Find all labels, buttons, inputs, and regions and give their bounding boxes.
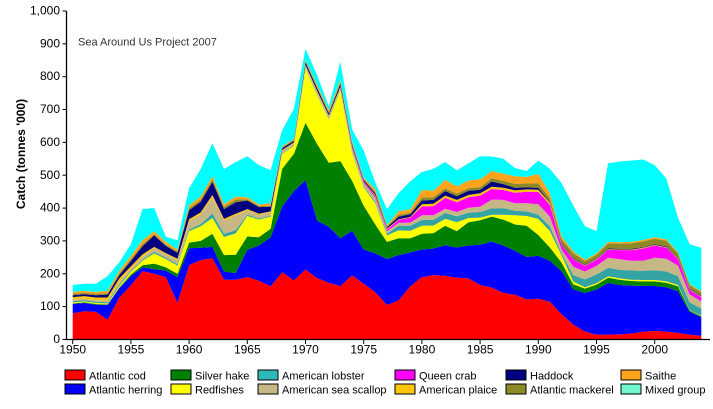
svg-text:0: 0 (53, 332, 60, 346)
svg-text:American sea scallop: American sea scallop (282, 384, 387, 396)
svg-text:2000: 2000 (641, 343, 668, 357)
svg-text:1985: 1985 (467, 343, 494, 357)
svg-text:American lobster: American lobster (282, 370, 365, 382)
svg-text:100: 100 (40, 299, 60, 313)
svg-text:1,000: 1,000 (30, 4, 60, 18)
svg-text:1950: 1950 (59, 343, 86, 357)
svg-text:300: 300 (40, 233, 60, 247)
svg-text:400: 400 (40, 201, 60, 215)
svg-text:900: 900 (40, 36, 60, 50)
svg-text:Catch (tonnes '000): Catch (tonnes '000) (14, 99, 28, 209)
svg-text:500: 500 (40, 168, 60, 182)
svg-text:1980: 1980 (409, 343, 436, 357)
svg-text:Redfishes: Redfishes (195, 384, 244, 396)
svg-text:Saithe: Saithe (645, 370, 676, 382)
svg-text:1975: 1975 (350, 343, 377, 357)
svg-text:1955: 1955 (118, 343, 145, 357)
svg-text:Silver hake: Silver hake (195, 370, 249, 382)
svg-text:Atlantic mackerel: Atlantic mackerel (530, 384, 614, 396)
svg-text:1970: 1970 (292, 343, 319, 357)
svg-text:Mixed group: Mixed group (645, 384, 706, 396)
svg-text:American plaice: American plaice (419, 384, 497, 396)
svg-text:1960: 1960 (176, 343, 203, 357)
svg-text:600: 600 (40, 135, 60, 149)
svg-text:Sea Around Us Project 2007: Sea Around Us Project 2007 (78, 37, 217, 49)
svg-text:700: 700 (40, 102, 60, 116)
svg-text:1965: 1965 (234, 343, 261, 357)
svg-text:Queen crab: Queen crab (419, 370, 476, 382)
svg-text:1995: 1995 (583, 343, 610, 357)
svg-text:Atlantic herring: Atlantic herring (89, 384, 162, 396)
svg-text:200: 200 (40, 266, 60, 280)
svg-text:Atlantic cod: Atlantic cod (89, 370, 146, 382)
svg-text:800: 800 (40, 69, 60, 83)
svg-text:1990: 1990 (525, 343, 552, 357)
svg-text:Haddock: Haddock (530, 370, 574, 382)
